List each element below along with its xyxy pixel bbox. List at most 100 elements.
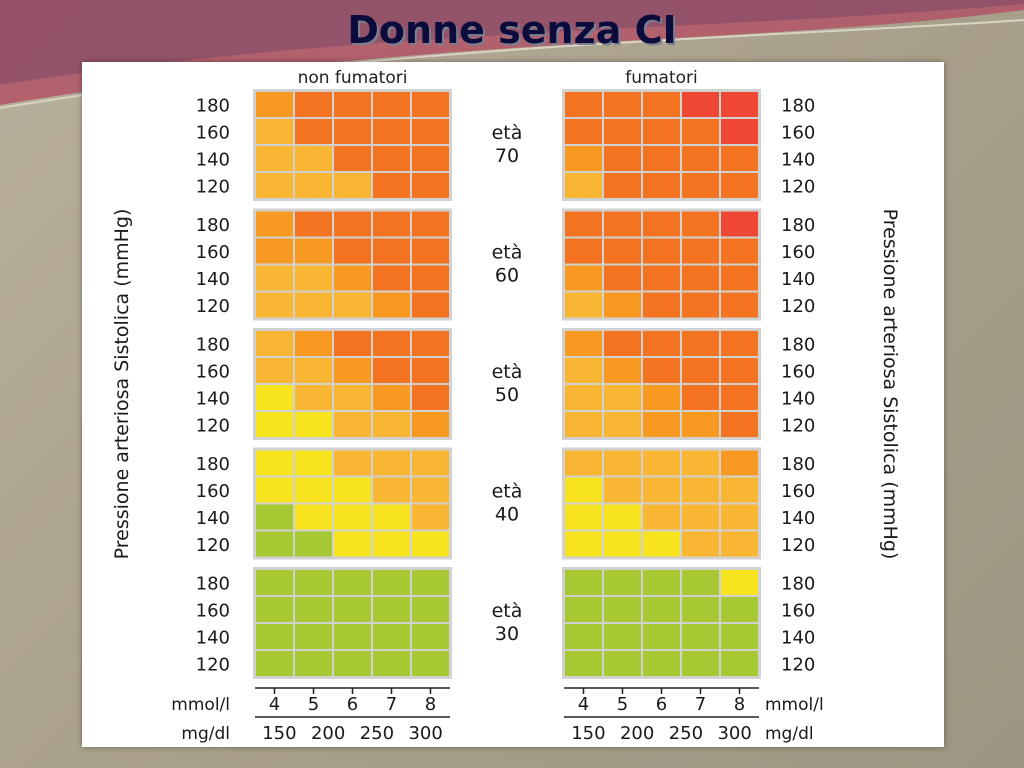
row-label-left: 160 (196, 123, 230, 144)
risk-cell-smokers-age30-r1-c1 (604, 597, 641, 622)
risk-cell-smokers-age40-r1-c4 (721, 477, 758, 503)
row-label-right: 120 (781, 177, 815, 198)
risk-cell-smokers-age50-r2-c1 (604, 385, 641, 410)
age-value: 40 (495, 504, 519, 526)
age-value: 50 (495, 384, 519, 406)
risk-cell-non-smokers-age40-r1-c3 (373, 477, 410, 503)
row-label-right: 120 (781, 655, 815, 676)
risk-cell-smokers-age40-r1-c1 (604, 477, 641, 503)
risk-cell-smokers-age70-r1-c4 (721, 119, 758, 144)
risk-cell-non-smokers-age50-r2-c4 (412, 385, 449, 410)
risk-cell-non-smokers-age60-r1-c0 (256, 238, 293, 264)
risk-cell-smokers-age30-r0-c0 (565, 570, 602, 595)
x-tick-mmol: 5 (308, 694, 319, 715)
risk-cell-non-smokers-age70-r0-c4 (412, 92, 449, 117)
risk-cell-non-smokers-age30-r2-c2 (334, 624, 371, 649)
risk-cell-non-smokers-age70-r3-c0 (256, 173, 293, 198)
risk-cell-smokers-age40-r3-c1 (604, 531, 641, 557)
row-label-left: 140 (196, 269, 230, 290)
header-smokers: fumatori (625, 68, 698, 88)
risk-cell-non-smokers-age60-r0-c1 (295, 211, 332, 237)
risk-cell-smokers-age50-r0-c1 (604, 331, 641, 356)
risk-cell-smokers-age60-r2-c0 (565, 265, 602, 291)
risk-cell-smokers-age60-r3-c1 (604, 292, 641, 318)
risk-cell-smokers-age50-r1-c0 (565, 358, 602, 383)
row-label-left: 140 (196, 508, 230, 529)
risk-cell-smokers-age40-r1-c3 (682, 477, 719, 503)
row-label-right: 160 (781, 242, 815, 263)
risk-cell-smokers-age60-r1-c1 (604, 238, 641, 264)
risk-chart-panel: non fumatori fumatori Pressione arteriosa … (82, 62, 944, 747)
risk-cell-non-smokers-age60-r2-c0 (256, 265, 293, 291)
risk-cell-non-smokers-age70-r0-c1 (295, 92, 332, 117)
risk-cell-smokers-age50-r2-c3 (682, 385, 719, 410)
risk-cell-smokers-age60-r0-c0 (565, 211, 602, 237)
risk-cell-smokers-age50-r3-c0 (565, 412, 602, 437)
risk-cell-smokers-age40-r2-c0 (565, 504, 602, 530)
risk-cell-non-smokers-age70-r2-c0 (256, 146, 293, 171)
risk-cell-smokers-age70-r1-c0 (565, 119, 602, 144)
risk-cell-non-smokers-age50-r0-c4 (412, 331, 449, 356)
risk-cell-smokers-age30-r3-c2 (643, 651, 680, 676)
risk-cell-smokers-age60-r0-c4 (721, 211, 758, 237)
risk-cell-non-smokers-age40-r2-c3 (373, 504, 410, 530)
risk-cell-non-smokers-age50-r3-c2 (334, 412, 371, 437)
risk-cell-smokers-age30-r2-c1 (604, 624, 641, 649)
risk-cell-non-smokers-age30-r1-c4 (412, 597, 449, 622)
x-tick-mmol: 7 (386, 694, 397, 715)
risk-cell-non-smokers-age50-r0-c3 (373, 331, 410, 356)
risk-cell-non-smokers-age60-r3-c2 (334, 292, 371, 318)
risk-cell-smokers-age70-r1-c2 (643, 119, 680, 144)
x-tick-mmol: 6 (347, 694, 358, 715)
row-label-right: 180 (781, 574, 815, 595)
row-label-right: 120 (781, 296, 815, 317)
risk-cell-non-smokers-age30-r3-c2 (334, 651, 371, 676)
risk-cell-smokers-age50-r1-c3 (682, 358, 719, 383)
risk-cell-non-smokers-age70-r2-c4 (412, 146, 449, 171)
risk-cell-non-smokers-age60-r3-c4 (412, 292, 449, 318)
risk-cell-smokers-age40-r2-c2 (643, 504, 680, 530)
risk-cell-smokers-age40-r2-c4 (721, 504, 758, 530)
risk-cell-non-smokers-age50-r1-c4 (412, 358, 449, 383)
risk-cell-smokers-age30-r3-c0 (565, 651, 602, 676)
risk-cell-non-smokers-age30-r1-c2 (334, 597, 371, 622)
row-label-right: 140 (781, 389, 815, 410)
risk-cell-non-smokers-age50-r3-c4 (412, 412, 449, 437)
row-label-left: 120 (196, 296, 230, 317)
row-label-right: 120 (781, 535, 815, 556)
risk-cell-smokers-age50-r3-c4 (721, 412, 758, 437)
risk-cell-smokers-age40-r3-c2 (643, 531, 680, 557)
risk-cell-smokers-age50-r2-c2 (643, 385, 680, 410)
row-label-right: 140 (781, 269, 815, 290)
risk-cell-smokers-age70-r3-c4 (721, 173, 758, 198)
row-label-left: 120 (196, 655, 230, 676)
risk-cell-smokers-age50-r3-c2 (643, 412, 680, 437)
risk-cell-smokers-age60-r2-c1 (604, 265, 641, 291)
risk-cell-non-smokers-age70-r1-c0 (256, 119, 293, 144)
x-unit-mmol-left: mmol/l (171, 695, 230, 715)
x-tick-mmol: 8 (734, 694, 745, 715)
risk-cell-smokers-age30-r2-c3 (682, 624, 719, 649)
row-label-right: 120 (781, 416, 815, 437)
risk-cell-non-smokers-age70-r2-c2 (334, 146, 371, 171)
age-value: 30 (495, 623, 519, 645)
row-label-left: 120 (196, 177, 230, 198)
risk-cell-non-smokers-age60-r2-c3 (373, 265, 410, 291)
row-label-left: 160 (196, 242, 230, 263)
risk-cell-non-smokers-age60-r1-c1 (295, 238, 332, 264)
risk-cell-non-smokers-age30-r0-c4 (412, 570, 449, 595)
risk-cell-smokers-age60-r1-c2 (643, 238, 680, 264)
risk-cell-non-smokers-age70-r2-c1 (295, 146, 332, 171)
risk-cell-smokers-age70-r0-c4 (721, 92, 758, 117)
x-tick-mgdl: 250 (360, 723, 394, 744)
risk-cell-non-smokers-age30-r2-c1 (295, 624, 332, 649)
risk-cell-non-smokers-age50-r1-c0 (256, 358, 293, 383)
x-tick-mmol: 6 (656, 694, 667, 715)
risk-cell-non-smokers-age40-r0-c1 (295, 450, 332, 476)
risk-cell-smokers-age60-r1-c3 (682, 238, 719, 264)
age-word: età (492, 122, 523, 144)
risk-cell-non-smokers-age40-r3-c1 (295, 531, 332, 557)
risk-cell-smokers-age40-r0-c1 (604, 450, 641, 476)
risk-cell-non-smokers-age30-r3-c3 (373, 651, 410, 676)
risk-cell-smokers-age60-r2-c2 (643, 265, 680, 291)
